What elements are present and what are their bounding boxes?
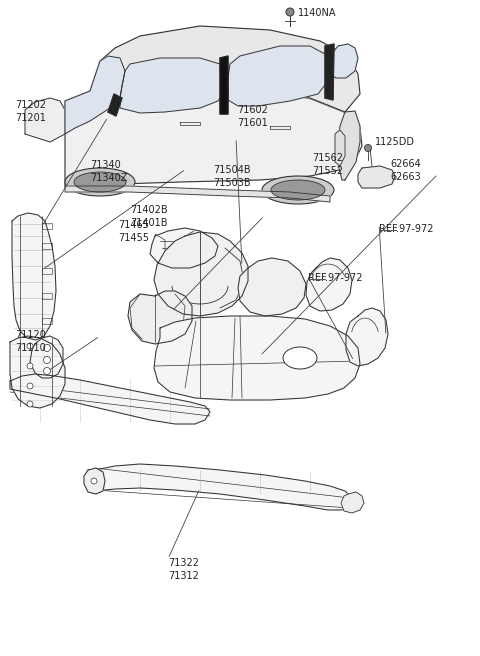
Circle shape (44, 344, 50, 352)
Polygon shape (120, 58, 228, 113)
Text: 71562: 71562 (312, 153, 343, 163)
Text: REF.97-972: REF.97-972 (308, 273, 362, 283)
Polygon shape (128, 291, 192, 344)
Polygon shape (154, 316, 360, 400)
Text: 71340: 71340 (90, 160, 121, 170)
Circle shape (286, 8, 294, 16)
Text: 71322: 71322 (168, 558, 199, 568)
Text: 71401B: 71401B (130, 218, 168, 228)
Circle shape (91, 478, 97, 484)
Polygon shape (358, 166, 395, 188)
Ellipse shape (74, 172, 126, 192)
Circle shape (27, 363, 33, 369)
Polygon shape (325, 44, 334, 100)
Text: 71552: 71552 (312, 166, 343, 176)
Polygon shape (330, 44, 358, 78)
Polygon shape (306, 258, 352, 311)
Polygon shape (341, 492, 364, 513)
Circle shape (364, 144, 372, 152)
Text: 71504B: 71504B (213, 165, 251, 175)
Polygon shape (228, 46, 330, 106)
Polygon shape (85, 464, 352, 510)
Text: 71601: 71601 (237, 118, 268, 128)
Text: 1140NA: 1140NA (298, 8, 336, 18)
Polygon shape (65, 56, 125, 134)
Polygon shape (10, 374, 210, 424)
Polygon shape (108, 94, 122, 116)
Text: 71402B: 71402B (130, 205, 168, 215)
Text: 71201: 71201 (15, 113, 46, 123)
Polygon shape (338, 111, 360, 180)
Ellipse shape (271, 180, 325, 200)
Polygon shape (12, 213, 56, 340)
Circle shape (27, 401, 33, 407)
Text: 1125DD: 1125DD (375, 137, 415, 147)
Circle shape (27, 383, 33, 389)
Text: 71455: 71455 (118, 233, 149, 243)
Circle shape (44, 356, 50, 363)
Text: 71340Z: 71340Z (90, 173, 127, 183)
Text: 62663: 62663 (390, 172, 421, 182)
Polygon shape (335, 130, 345, 166)
Polygon shape (90, 26, 360, 112)
Text: 71120: 71120 (15, 330, 46, 340)
Text: 71602: 71602 (237, 105, 268, 115)
Polygon shape (150, 228, 218, 268)
Text: 71503B: 71503B (213, 178, 251, 188)
Text: 71312: 71312 (168, 571, 199, 581)
Polygon shape (346, 308, 388, 366)
Polygon shape (10, 336, 65, 408)
Polygon shape (84, 468, 105, 494)
Text: 71465: 71465 (118, 220, 149, 230)
Circle shape (27, 343, 33, 349)
Polygon shape (65, 186, 330, 202)
Polygon shape (154, 232, 248, 316)
Text: 71202: 71202 (15, 100, 46, 110)
Text: 62664: 62664 (390, 159, 421, 169)
Polygon shape (30, 336, 63, 378)
Text: 71110: 71110 (15, 343, 46, 353)
Polygon shape (238, 258, 306, 316)
Ellipse shape (283, 347, 317, 369)
Polygon shape (220, 56, 228, 114)
Polygon shape (25, 98, 65, 142)
Ellipse shape (262, 176, 334, 204)
Circle shape (44, 367, 50, 375)
Ellipse shape (65, 168, 135, 196)
Polygon shape (65, 84, 362, 186)
Text: REF.97-972: REF.97-972 (379, 224, 433, 234)
